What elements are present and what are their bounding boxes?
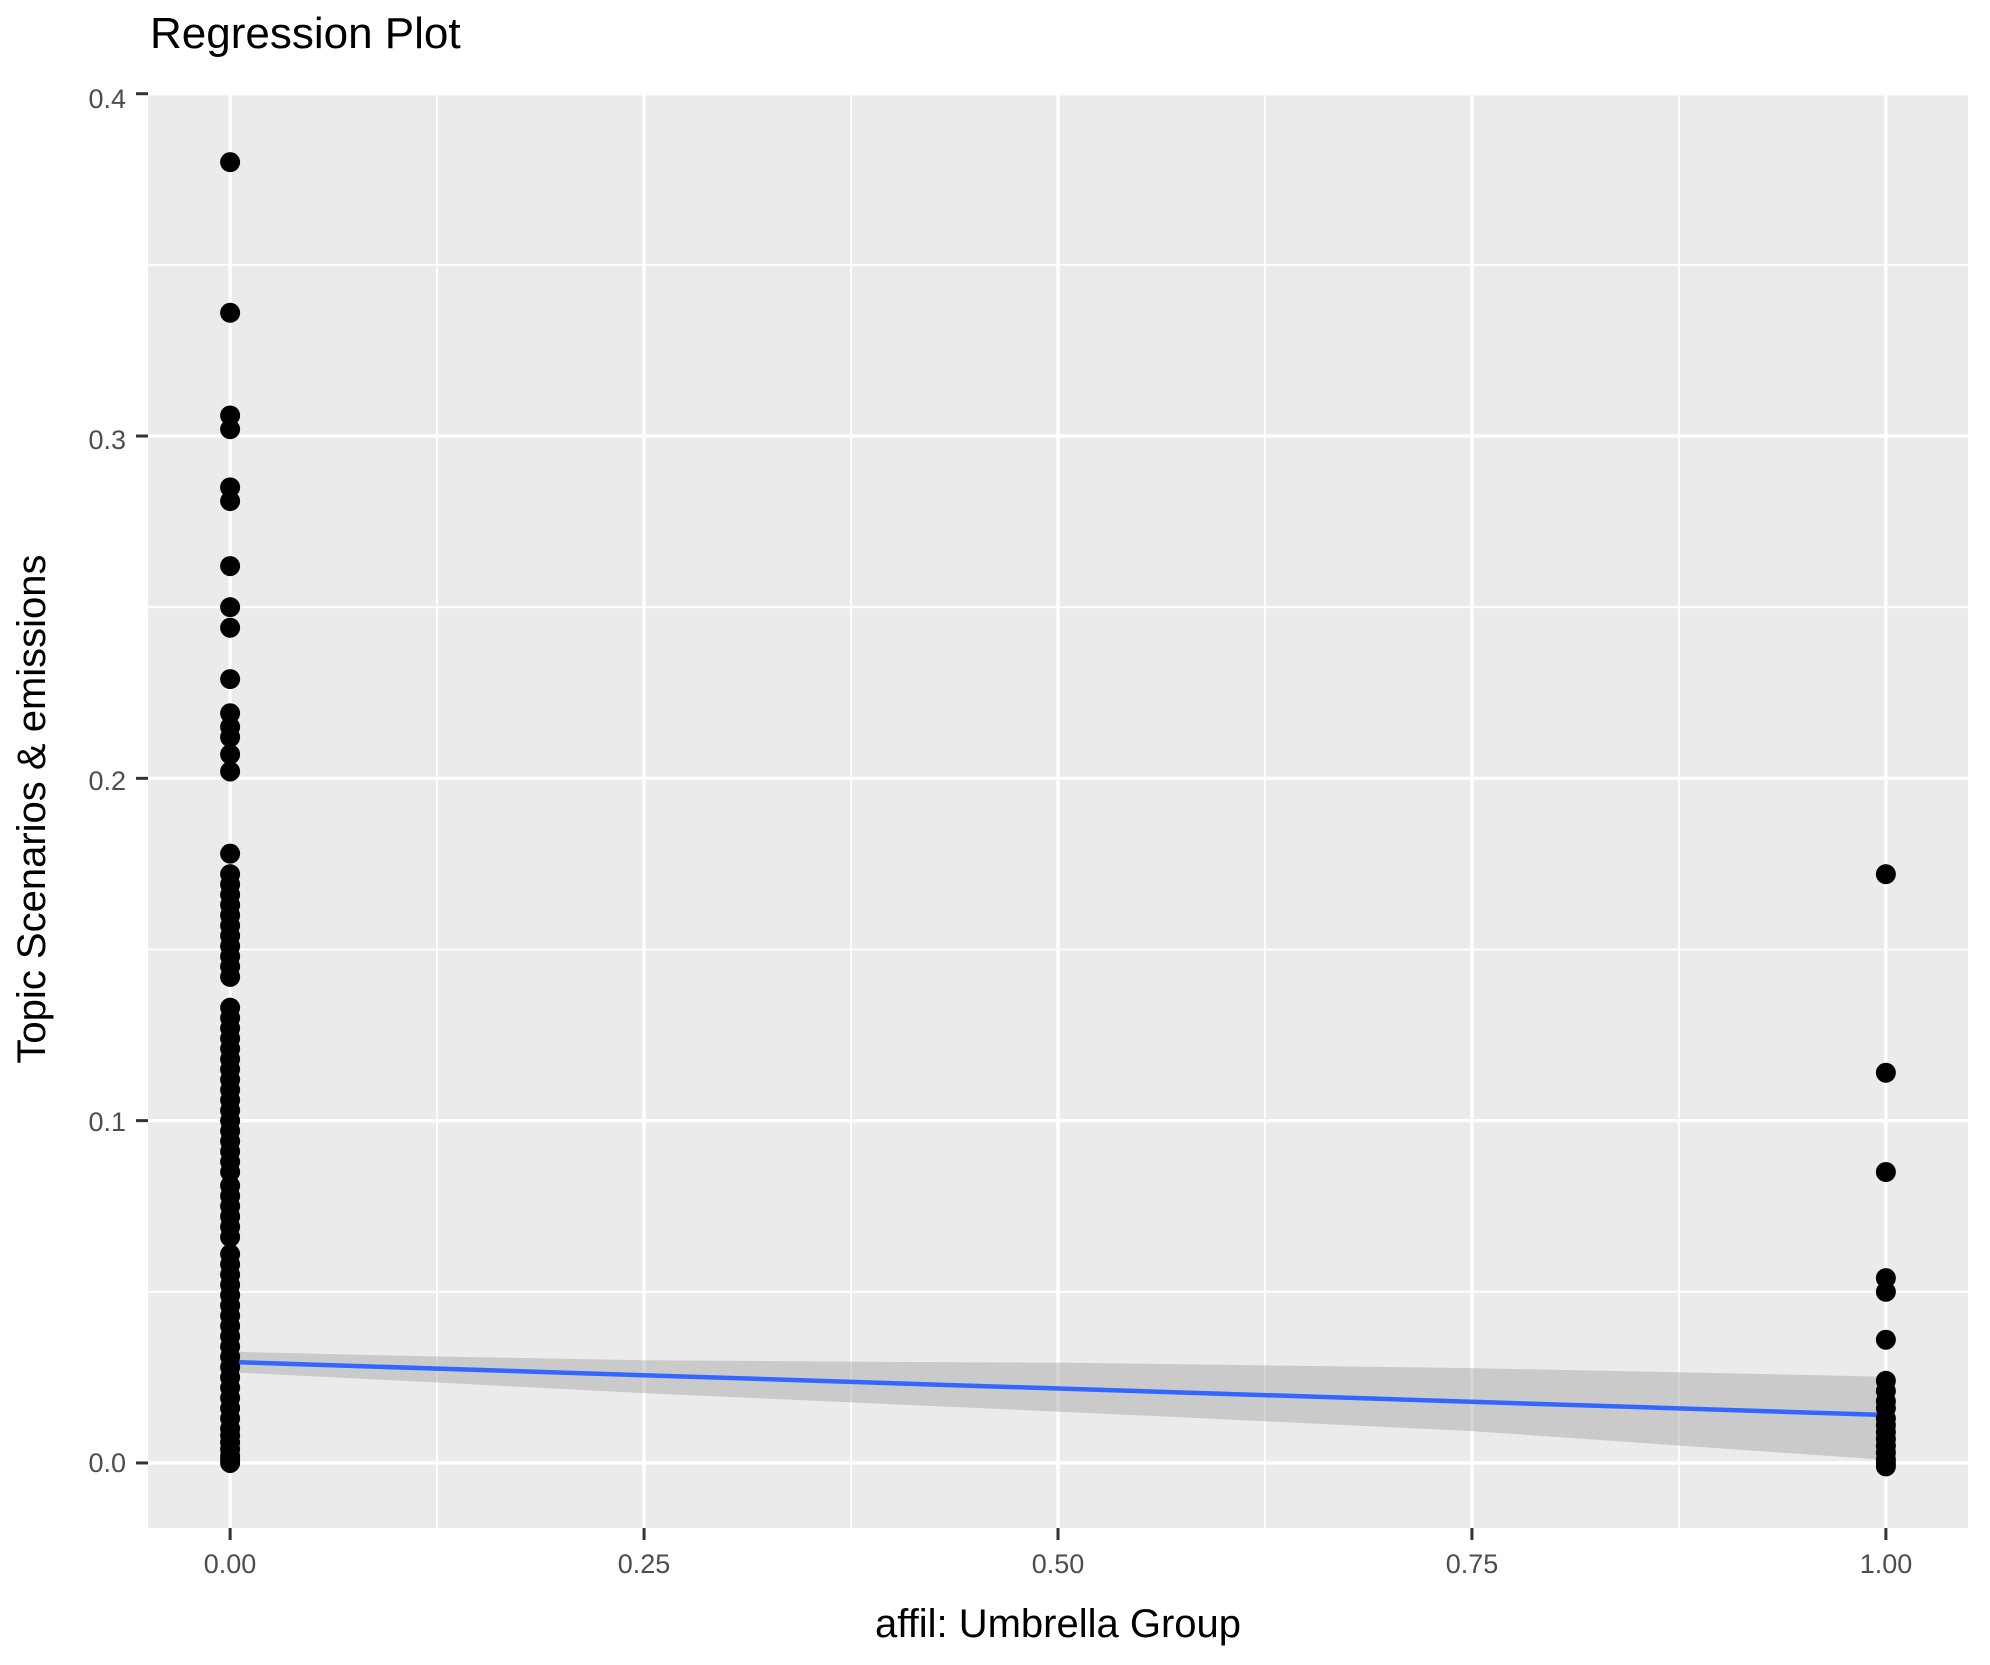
x-tick-label-0.75: 0.75: [1445, 1549, 1499, 1579]
y-tick-label-0.1: 0.1: [88, 1107, 126, 1137]
x-tick-label-0.00: 0.00: [203, 1549, 257, 1579]
data-point-non-umbrella-group: [220, 761, 241, 782]
x-tick-label-0.50: 0.50: [1031, 1549, 1085, 1579]
x-tick-label-1.00: 1.00: [1859, 1549, 1913, 1579]
data-point-non-umbrella-group: [220, 302, 241, 323]
y-tick-label-0.3: 0.3: [88, 425, 126, 455]
data-point-umbrella-group: [1875, 1456, 1896, 1477]
data-point-non-umbrella-group: [220, 477, 241, 498]
data-point-umbrella-group: [1875, 1281, 1896, 1302]
y-tick-label-0.2: 0.2: [88, 766, 126, 796]
y-axis-title: Topic Scenarios & emissions: [10, 554, 54, 1064]
data-point-umbrella-group: [1875, 864, 1896, 885]
y-tick-label-0.4: 0.4: [88, 84, 126, 114]
y-tick-label-0.0: 0.0: [88, 1448, 126, 1478]
data-point-non-umbrella-group: [220, 419, 241, 440]
data-point-umbrella-group: [1875, 1329, 1896, 1350]
data-point-non-umbrella-group: [220, 597, 241, 618]
regression-line: [230, 1359, 1886, 1418]
data-point-non-umbrella-group: [220, 556, 241, 577]
data-point-non-umbrella-group: [220, 843, 241, 864]
x-tick-label-0.25: 0.25: [617, 1549, 671, 1579]
data-point-non-umbrella-group: [220, 966, 241, 987]
data-point-non-umbrella-group: [220, 1161, 241, 1182]
data-point-non-umbrella-group: [220, 669, 241, 690]
data-point-non-umbrella-group: [220, 617, 241, 638]
data-point-umbrella-group: [1875, 1268, 1896, 1289]
confidence-band: [230, 1351, 1886, 1460]
data-point-non-umbrella-group: [220, 152, 241, 173]
data-point-non-umbrella-group: [220, 727, 241, 748]
x-axis-title: affil: Umbrella Group: [874, 1602, 1242, 1646]
data-point-non-umbrella-group: [220, 405, 241, 426]
data-point-non-umbrella-group: [220, 491, 241, 512]
data-point-umbrella-group: [1875, 1062, 1896, 1083]
data-point-non-umbrella-group: [220, 1452, 241, 1473]
plot-title: Regression Plot: [150, 9, 461, 58]
data-point-non-umbrella-group: [220, 703, 241, 724]
data-point-non-umbrella-group: [220, 1227, 241, 1248]
data-point-non-umbrella-group: [220, 744, 241, 765]
data-point-umbrella-group: [1875, 1161, 1896, 1182]
